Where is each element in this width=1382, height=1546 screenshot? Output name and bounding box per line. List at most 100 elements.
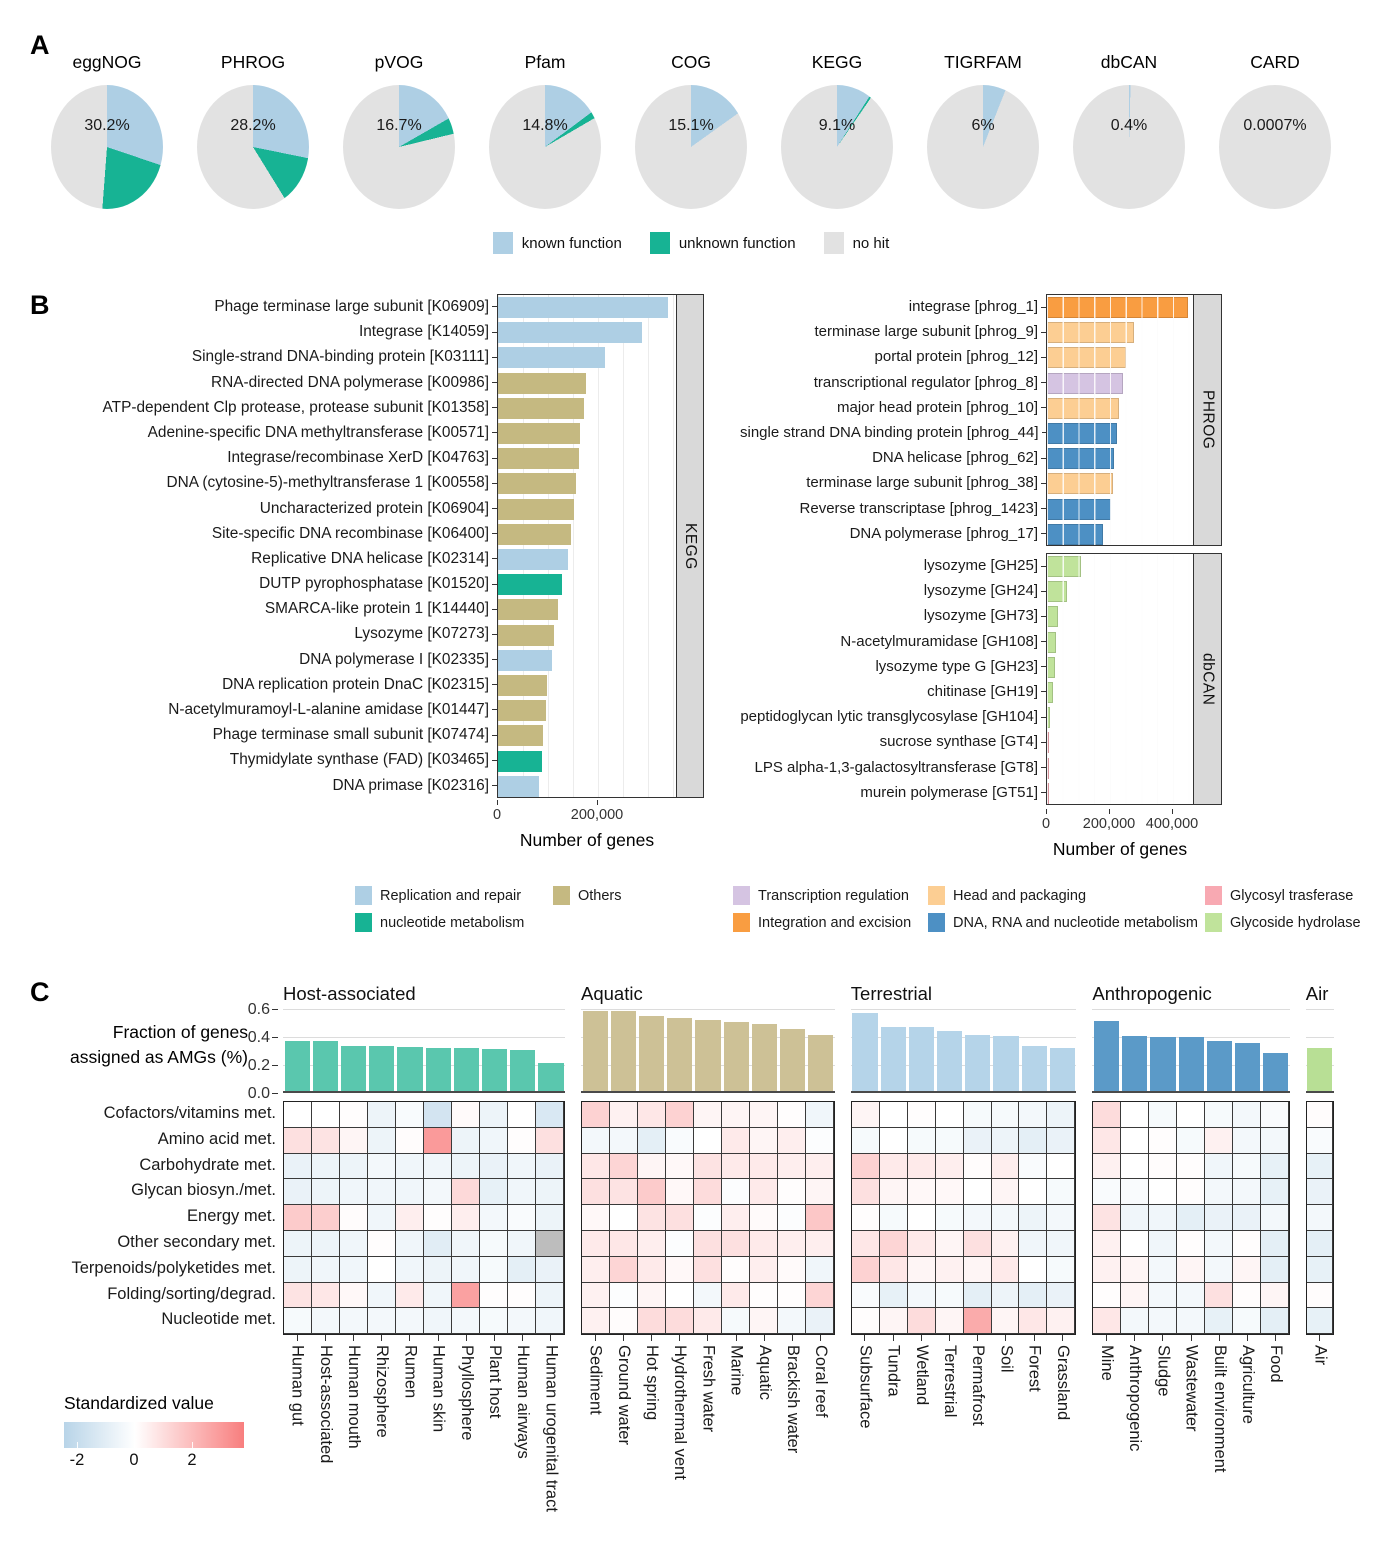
heatmap-cell: [1093, 1256, 1122, 1283]
group-title: Terrestrial: [850, 983, 933, 1004]
bar-chart-legend: Replication and repair nucleotide metabol…: [355, 882, 1382, 936]
bar-label: DNA replication protein DnaC [K02315]: [30, 672, 497, 697]
heatmap-cell: [693, 1179, 722, 1206]
heatmap-cell: [452, 1102, 480, 1128]
heatmap-cell: [1260, 1230, 1289, 1257]
bar-label: major head protein [phrog_10]: [740, 395, 1046, 420]
bar: [498, 448, 579, 470]
heatmap-cell: [452, 1153, 480, 1180]
heatmap-cell: [312, 1153, 340, 1180]
heatmap-cell: [424, 1179, 452, 1206]
heatmap-cell: [284, 1308, 312, 1335]
heatmap-cell: [1232, 1102, 1261, 1128]
legend-column: Replication and repair nucleotide metabol…: [355, 882, 553, 936]
pie: 30.2%: [51, 85, 163, 209]
column-label-cell: Plant host: [480, 1335, 508, 1546]
heatmap-cell: [1232, 1308, 1261, 1335]
column-label: Wetland: [912, 1345, 931, 1406]
heatmap-cell: [452, 1127, 480, 1154]
heatmap-cell: [907, 1102, 936, 1128]
heatmap-cell: [1047, 1230, 1076, 1257]
heatmap-cell: [536, 1230, 564, 1257]
group-bar-plot: [1305, 1009, 1334, 1093]
heatmap-cell: [508, 1127, 536, 1154]
column-label-cell: Agriculture: [1233, 1335, 1261, 1546]
heatmap-cell: [424, 1127, 452, 1154]
bar: [498, 523, 571, 545]
heatmap-cell: [1177, 1256, 1206, 1283]
heatmap-cell: [1260, 1153, 1289, 1180]
heatmap-cell: [1177, 1308, 1206, 1335]
dbcan-strip-label: dbCAN: [1199, 652, 1217, 706]
column-label: Human airways: [514, 1345, 533, 1459]
bar: [1047, 682, 1053, 703]
column-label-cell: Rumen: [396, 1335, 424, 1546]
heatmap-cell: [935, 1102, 964, 1128]
heatmap-cell: [1260, 1205, 1289, 1231]
bar-label: Reverse transcriptase [phrog_1423]: [740, 496, 1046, 521]
heatmap-cell: [1019, 1127, 1048, 1154]
heatmap-cell: [907, 1127, 936, 1154]
heatmap-cell: [991, 1230, 1020, 1257]
heatmap-cell: [284, 1153, 312, 1180]
heatmap-cell: [340, 1282, 368, 1309]
amg-bar: [510, 1049, 536, 1091]
group-heatmap: [1092, 1101, 1290, 1336]
column-label-cell: Soil: [992, 1335, 1020, 1546]
heatmap-cell: [340, 1205, 368, 1231]
bar: [1047, 397, 1120, 419]
column-label-cell: Hydrothermal vent: [666, 1335, 694, 1546]
heatmap-cell: [312, 1256, 340, 1283]
heatmap-cell: [1019, 1308, 1048, 1335]
column-label-cell: Aquatic: [750, 1335, 778, 1546]
bar-label: Replicative DNA helicase [K02314]: [30, 546, 497, 571]
heatmap-cell: [1121, 1179, 1150, 1206]
axis-tick: [920, 1335, 922, 1342]
column-label-cell: Air: [1306, 1335, 1334, 1546]
heatmap-cell: [312, 1179, 340, 1206]
amg-bar: [284, 1040, 310, 1091]
pie-graphic: [51, 85, 163, 209]
pie: 0.0007%: [1219, 85, 1331, 209]
bar: [498, 423, 580, 444]
amg-bar: [369, 1046, 395, 1091]
heatmap-cell: [284, 1179, 312, 1206]
pie-chart-row: eggNOG 30.2% PHROG 28.2% pVOG 16.7% Pfam 14.8% C…: [34, 52, 1348, 214]
amg-bar: [638, 1016, 665, 1091]
pie-block: KEGG 9.1%: [764, 52, 910, 214]
bar: [498, 473, 576, 495]
pie-percentage: 15.1%: [668, 117, 714, 134]
heatmap-cell: [805, 1102, 834, 1128]
amg-bar: [538, 1063, 564, 1091]
amg-bar: [852, 1013, 878, 1091]
bar-label: DUTP pyrophosphatase [K01520]: [30, 571, 497, 596]
heatmap-cell: [396, 1308, 424, 1335]
amg-bar: [1093, 1021, 1120, 1091]
heatmap-cell: [1121, 1127, 1150, 1154]
heatmap-cell: [340, 1256, 368, 1283]
column-label: Human urogenital tract: [542, 1345, 561, 1513]
heatmap-cell: [693, 1153, 722, 1180]
bar-label: ATP-dependent Clp protease, protease sub…: [30, 395, 497, 420]
heatmap-cell: [609, 1153, 638, 1180]
column-label: Human skin: [429, 1345, 448, 1433]
heatmap-cell: [452, 1256, 480, 1283]
heatmap-cell: [1177, 1205, 1206, 1231]
heatmap-cell: [368, 1205, 396, 1231]
heatmap-cell: [851, 1205, 880, 1231]
group-column-labels: Mine Anthropogenic Sludge Wastewater Built e…: [1092, 1335, 1289, 1546]
bar: [1047, 581, 1067, 603]
bar: [1047, 322, 1135, 344]
heatmap-cell: [1149, 1153, 1178, 1180]
dbcan-labels: lysozyme [GH25] lysozyme [GH24] lysozyme […: [740, 553, 1046, 805]
heatmap-cell: [480, 1205, 508, 1231]
heatmap-cell: [1093, 1153, 1122, 1180]
column-label: Hot spring: [643, 1345, 661, 1421]
pie-block: dbCAN 0.4%: [1056, 52, 1202, 214]
kegg-x-axis-title: Number of genes: [519, 830, 655, 850]
column-label-cell: Mine: [1092, 1335, 1120, 1546]
legend-label: no hit: [852, 234, 890, 252]
bar-label: integrase [phrog_1]: [740, 294, 1046, 319]
bar: [498, 372, 586, 394]
heatmap-cell: [368, 1127, 396, 1154]
